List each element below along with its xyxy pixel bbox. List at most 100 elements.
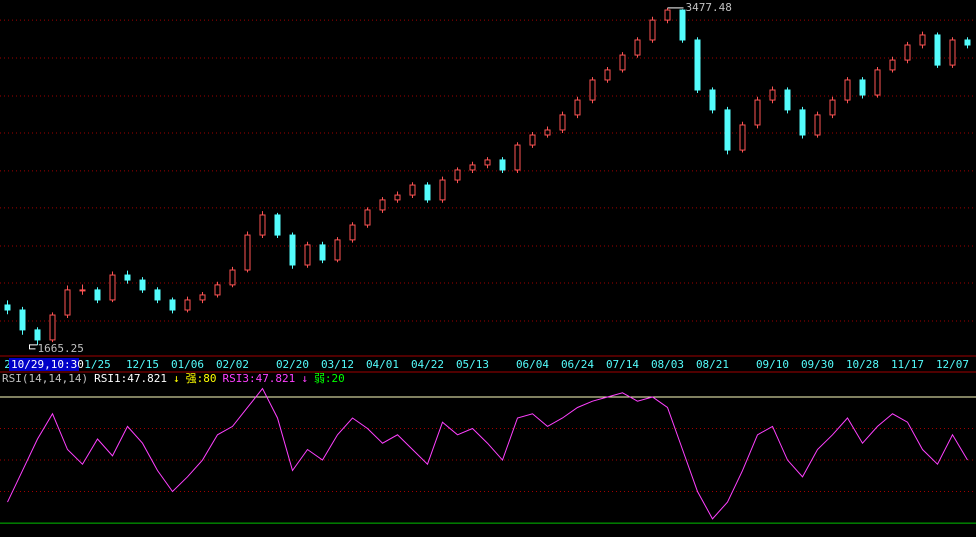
candle-body (349, 224, 356, 241)
candle-body (694, 39, 701, 91)
legend-text: RSI3:47.821 (222, 372, 295, 385)
legend-text: RSI(14,14,14) (2, 372, 88, 385)
candle-body (724, 109, 731, 151)
candle-body (664, 9, 671, 21)
x-tick-label: 09/30 (801, 358, 834, 371)
x-tick-label: 04/22 (411, 358, 444, 371)
candle-body (769, 89, 776, 101)
candle-body (64, 289, 71, 316)
candle-body (139, 279, 146, 291)
candle-body (199, 294, 206, 301)
candle-body (499, 159, 506, 171)
candle-body (4, 304, 11, 311)
candle-body (34, 329, 41, 341)
x-tick-label: 09/10 (756, 358, 789, 371)
candle-body (229, 269, 236, 286)
candle-body (604, 69, 611, 81)
x-tick-label: 08/21 (696, 358, 729, 371)
candle-body (514, 144, 521, 171)
x-tick-label: 12/07 (936, 358, 969, 371)
candle-body (334, 239, 341, 261)
candle-body (274, 214, 281, 236)
x-tick-label: 03/12 (321, 358, 354, 371)
candle-body (169, 299, 176, 311)
candle-body (799, 109, 806, 136)
x-tick-label: 08/03 (651, 358, 684, 371)
x-tick-label: 04/01 (366, 358, 399, 371)
x-tick-label: 01/06 (171, 358, 204, 371)
candle-body (409, 184, 416, 196)
cursor-label-bg (9, 358, 79, 371)
candle-body (364, 209, 371, 226)
legend-text: 强:80 (186, 372, 217, 385)
candle-body (754, 99, 761, 126)
max-label: 3477.48 (686, 1, 732, 14)
x-tick-label: 02/20 (276, 358, 309, 371)
candle-body (634, 39, 641, 56)
candle-body (439, 179, 446, 201)
candle-body (484, 159, 491, 166)
x-tick-label: 2 (4, 358, 11, 371)
cursor-label: 10/29,10:30 (11, 358, 84, 371)
candle-body (454, 169, 461, 181)
legend-text: ↓ (301, 372, 308, 385)
candle-body (934, 34, 941, 66)
candle-body (964, 39, 971, 46)
candle-body (529, 134, 536, 146)
candle-body (469, 164, 476, 171)
x-tick-label: 02/02 (216, 358, 249, 371)
candle-body (859, 79, 866, 96)
candle-body (814, 114, 821, 136)
candle-body (79, 289, 86, 292)
x-tick-label: 06/04 (516, 358, 549, 371)
x-tick-label: 12/15 (126, 358, 159, 371)
x-tick-label: 06/24 (561, 358, 594, 371)
candle-body (544, 129, 551, 136)
candle-body (259, 214, 266, 236)
candle-body (154, 289, 161, 301)
min-label: 1665.25 (38, 342, 84, 355)
x-tick-label: 07/14 (606, 358, 639, 371)
candle-body (424, 184, 431, 201)
candle-body (109, 274, 116, 301)
candle-body (784, 89, 791, 111)
candle-body (319, 244, 326, 261)
candle-body (379, 199, 386, 211)
candle-body (679, 9, 686, 41)
candle-body (559, 114, 566, 131)
legend-text: RSI1:47.821 (94, 372, 167, 385)
candle-body (949, 39, 956, 66)
candle-body (919, 34, 926, 46)
x-tick-label: 1/25 (84, 358, 111, 371)
candle-body (829, 99, 836, 116)
x-tick-label: 10/28 (846, 358, 879, 371)
candle-body (589, 79, 596, 101)
candle-body (709, 89, 716, 111)
x-tick-label: 11/17 (891, 358, 924, 371)
candle-body (649, 19, 656, 41)
candle-body (904, 44, 911, 61)
candle-body (94, 289, 101, 301)
legend-text: 弱:20 (314, 372, 345, 385)
annotation-line (29, 344, 38, 350)
candle-body (19, 309, 26, 331)
candle-body (214, 284, 221, 296)
legend-text: ↓ (173, 372, 180, 385)
candle-body (394, 194, 401, 201)
candle-body (874, 69, 881, 96)
candle-body (889, 59, 896, 71)
candle-body (739, 124, 746, 151)
rsi-line (7, 387, 968, 520)
x-tick-label: 05/13 (456, 358, 489, 371)
candle-body (244, 234, 251, 271)
candle-body (124, 274, 131, 281)
candle-body (49, 314, 56, 341)
candle-body (574, 99, 581, 116)
candle-body (304, 244, 311, 266)
candle-body (184, 299, 191, 311)
candle-body (619, 54, 626, 71)
candle-body (289, 234, 296, 266)
candle-body (844, 79, 851, 101)
